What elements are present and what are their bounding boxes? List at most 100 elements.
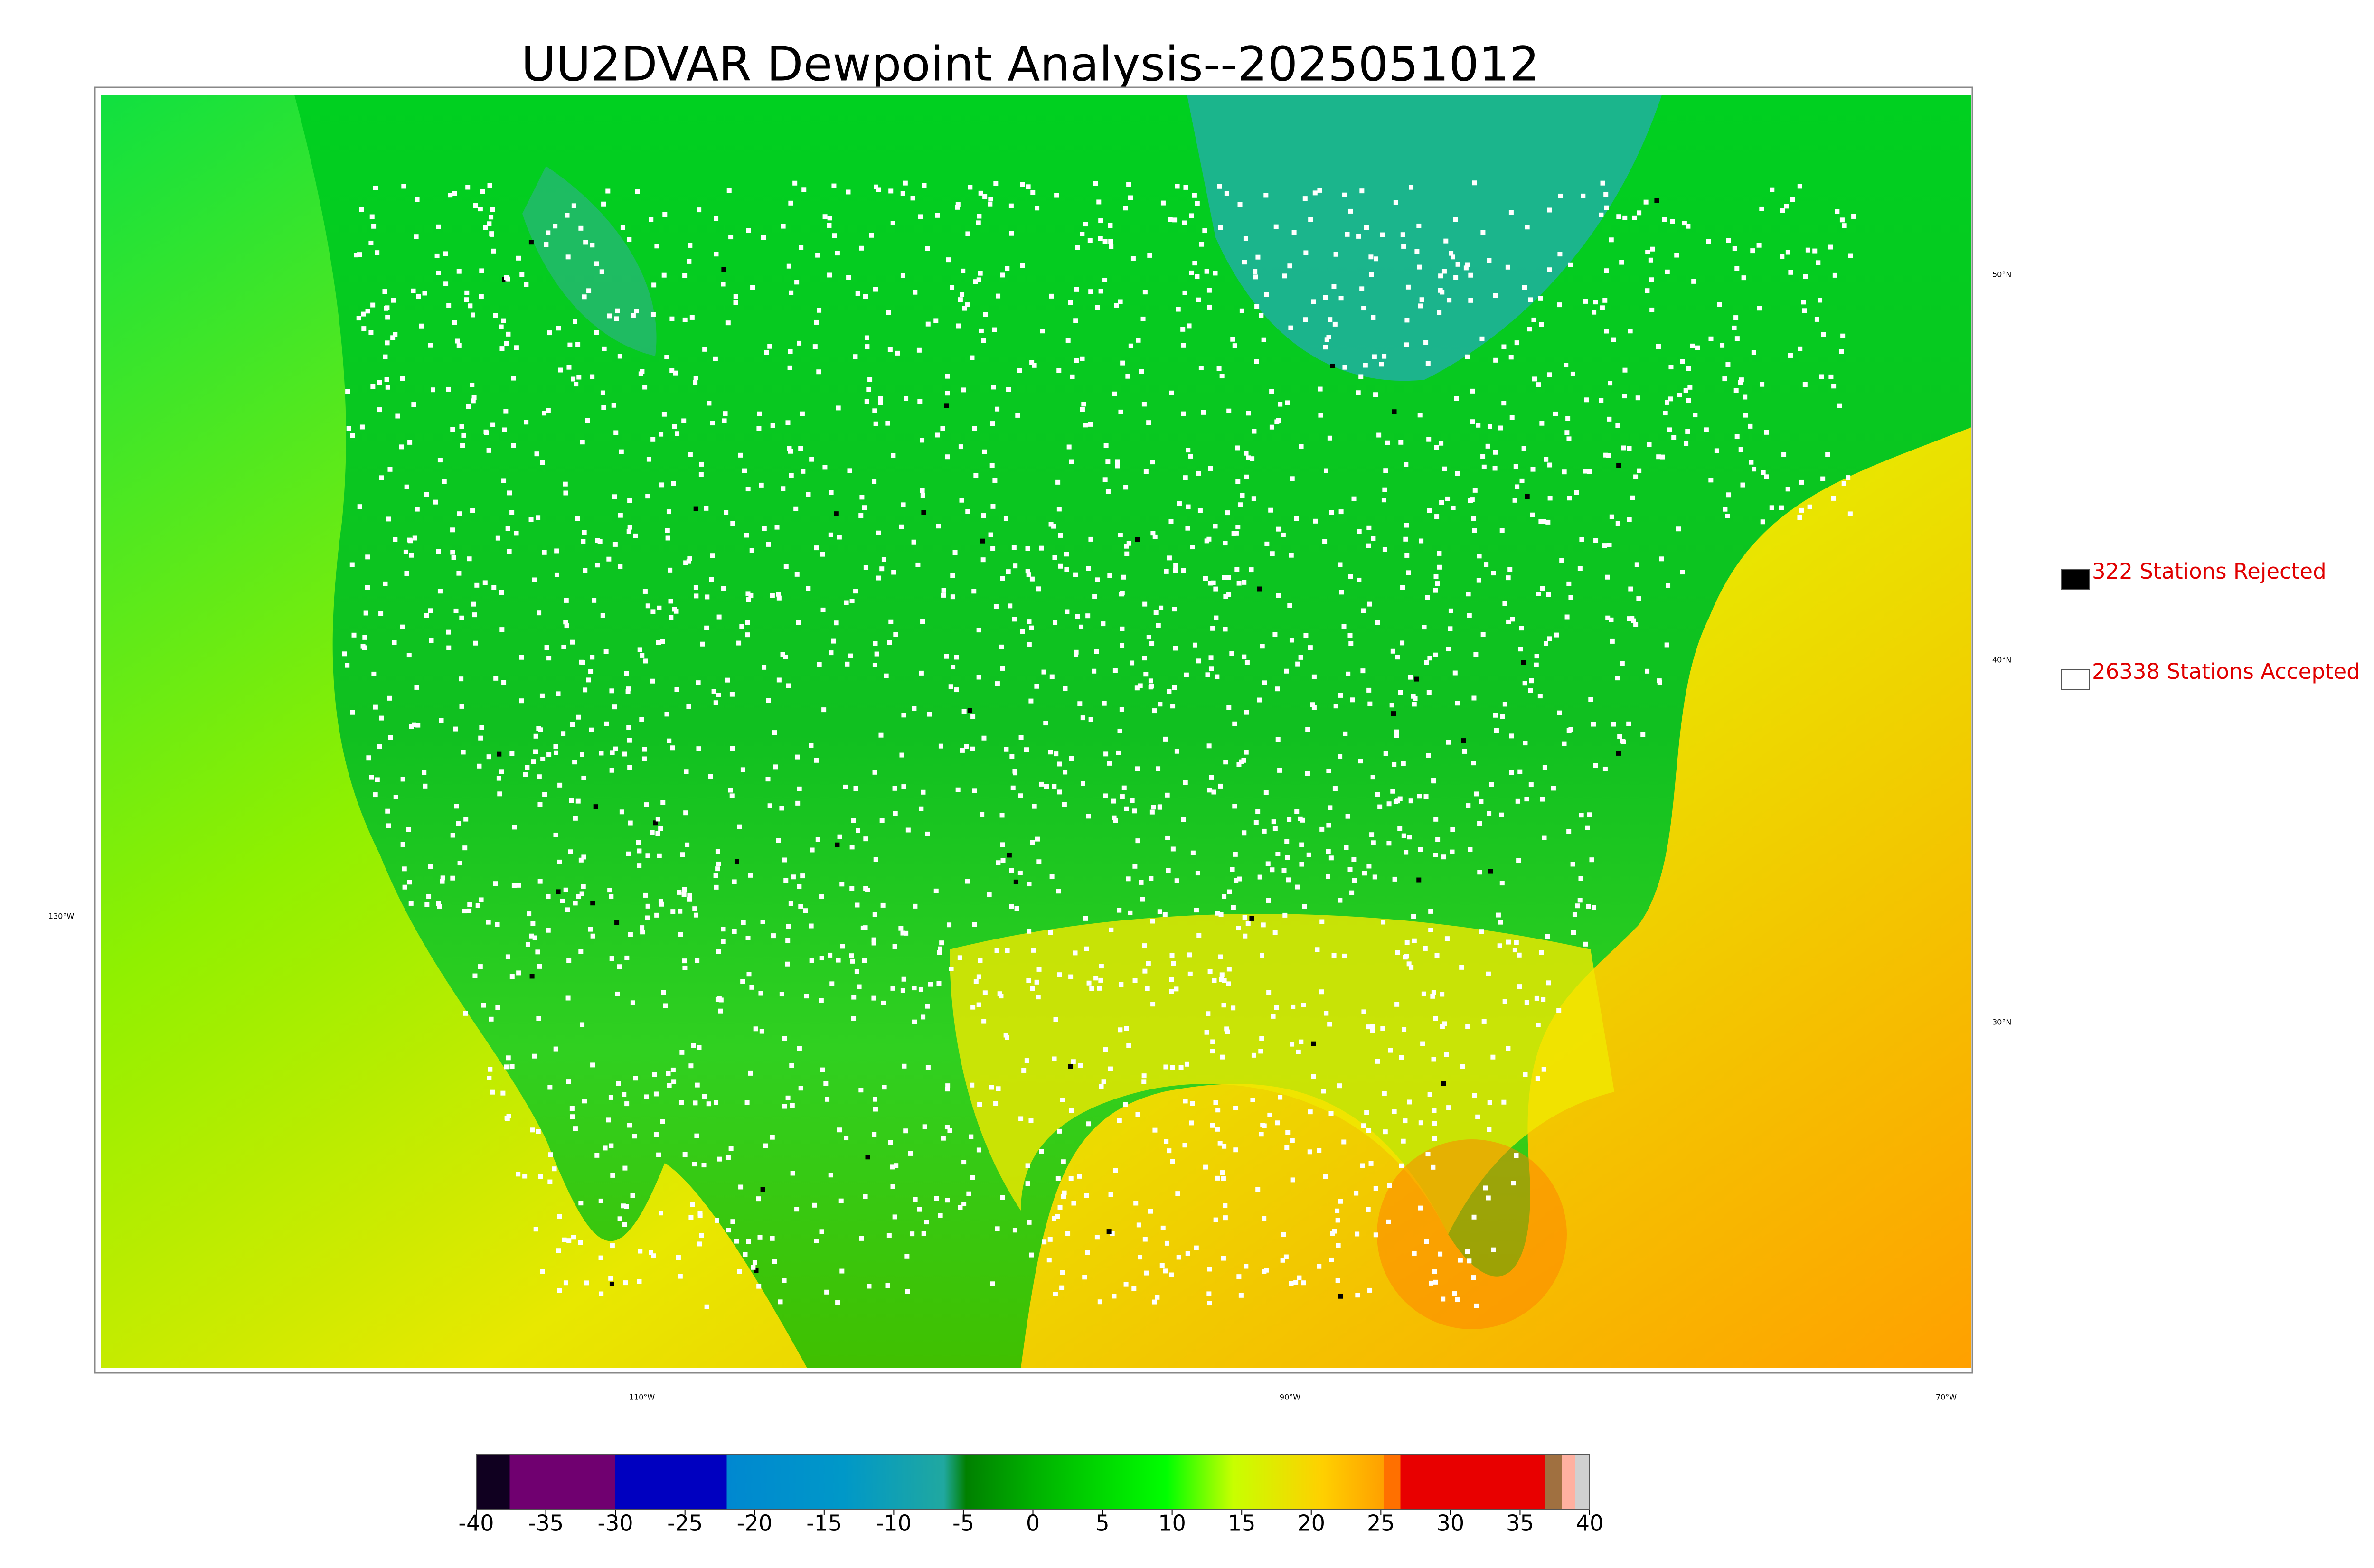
- station: [744, 533, 749, 538]
- station: [1103, 1047, 1108, 1052]
- station: [1485, 443, 1490, 449]
- station: [1219, 977, 1224, 982]
- station: [450, 527, 455, 533]
- station: [980, 557, 986, 563]
- station: [794, 280, 800, 285]
- station: [888, 1140, 893, 1145]
- station: [453, 726, 458, 732]
- station: [1244, 474, 1249, 479]
- station: [1300, 817, 1305, 823]
- station: [1112, 391, 1117, 396]
- station: [803, 908, 808, 913]
- station: [1053, 1017, 1058, 1022]
- station: [900, 930, 905, 936]
- station: [349, 562, 355, 567]
- station: [970, 1005, 976, 1010]
- station: [1006, 569, 1011, 574]
- station: [1602, 298, 1608, 303]
- station: [424, 613, 429, 618]
- station: [1105, 459, 1111, 464]
- station: [609, 894, 614, 899]
- station: [1559, 558, 1564, 563]
- station: [1254, 304, 1260, 309]
- station: [1394, 1002, 1400, 1007]
- station: [426, 894, 432, 899]
- station: [1311, 1041, 1316, 1046]
- station: [1714, 448, 1719, 453]
- station: [1120, 643, 1125, 648]
- station: [969, 1134, 974, 1139]
- station: [900, 273, 905, 278]
- station: [1123, 485, 1129, 490]
- station: [648, 1250, 653, 1255]
- station: [683, 810, 688, 816]
- station: [667, 738, 672, 743]
- station: [351, 632, 357, 638]
- station: [664, 712, 669, 717]
- station: [1111, 798, 1116, 804]
- station: [650, 437, 656, 442]
- station: [1180, 343, 1186, 348]
- station: [759, 1029, 764, 1034]
- station: [1131, 1286, 1137, 1291]
- station: [761, 235, 766, 240]
- station: [1448, 608, 1453, 613]
- station: [656, 640, 661, 645]
- station: [552, 1166, 557, 1172]
- station: [1028, 1118, 1034, 1123]
- station: [576, 375, 582, 380]
- station: [1020, 629, 1025, 634]
- station: [1501, 401, 1507, 406]
- station: [1000, 576, 1005, 581]
- station: [1181, 817, 1186, 822]
- station: [442, 479, 447, 484]
- station: [766, 698, 771, 703]
- station: [571, 376, 576, 382]
- station: [658, 1211, 663, 1216]
- station: [573, 816, 578, 821]
- station: [890, 221, 895, 226]
- station: [1367, 701, 1373, 706]
- station: [778, 1299, 783, 1305]
- station: [1157, 909, 1162, 914]
- station: [622, 1165, 628, 1171]
- station: [1426, 753, 1431, 758]
- station: [1386, 1219, 1391, 1224]
- station: [653, 820, 658, 826]
- station: [1757, 306, 1762, 311]
- station: [1499, 528, 1505, 533]
- station: [972, 788, 977, 793]
- station: [1280, 1258, 1285, 1263]
- station: [1404, 850, 1409, 855]
- station: [1347, 633, 1353, 638]
- station: [1440, 290, 1445, 295]
- station: [357, 504, 362, 509]
- station: [1163, 1268, 1168, 1274]
- station: [1270, 867, 1275, 873]
- station: [1203, 576, 1208, 581]
- station: [713, 700, 718, 705]
- station: [392, 640, 397, 645]
- station: [682, 273, 688, 278]
- station: [573, 1126, 578, 1131]
- station: [1086, 814, 1091, 819]
- station: [783, 878, 789, 883]
- station: [1393, 200, 1398, 205]
- station: [642, 385, 648, 390]
- station: [566, 1079, 571, 1084]
- station: [669, 368, 675, 373]
- station: [865, 1155, 870, 1160]
- station: [557, 1288, 562, 1293]
- station: [1160, 1225, 1166, 1230]
- station: [383, 581, 388, 586]
- station: [961, 709, 967, 714]
- station: [1215, 1127, 1220, 1132]
- station: [989, 1085, 994, 1090]
- station: [1184, 672, 1189, 677]
- station: [1274, 1005, 1279, 1010]
- station: [609, 768, 614, 773]
- station: [1607, 416, 1612, 422]
- station: [1338, 754, 1343, 759]
- station: [1764, 430, 1769, 435]
- colorbar-tick-label: 20: [1297, 1511, 1325, 1536]
